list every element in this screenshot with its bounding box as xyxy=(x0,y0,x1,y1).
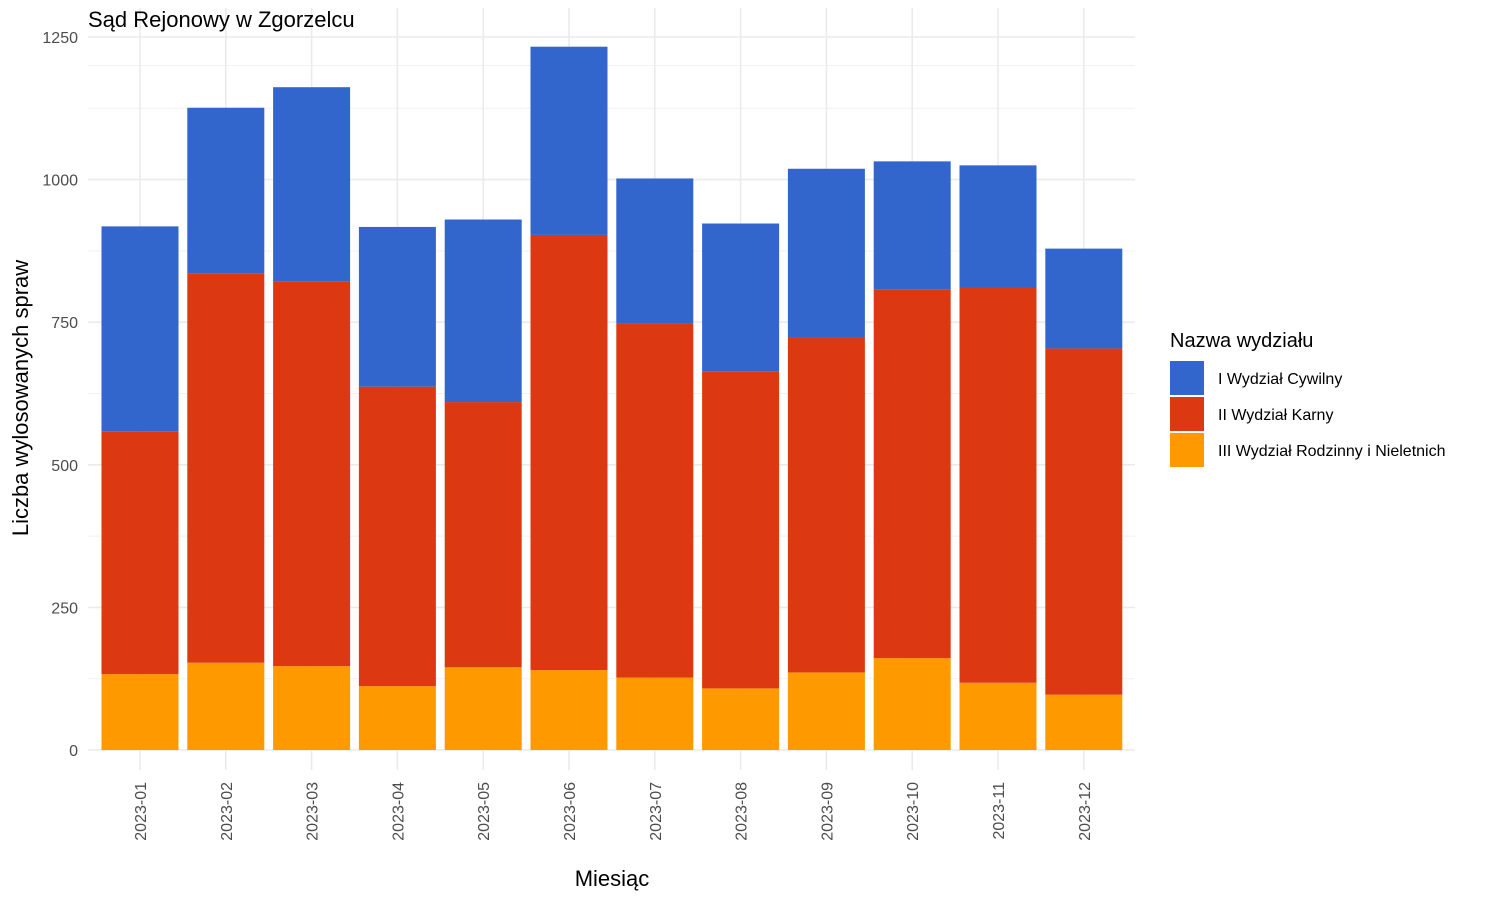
bar-segment xyxy=(273,666,351,750)
bar-segment xyxy=(101,431,179,675)
bar-segment xyxy=(702,688,780,750)
bar-segment xyxy=(187,107,265,274)
bar-segment xyxy=(959,287,1037,683)
bar-segment xyxy=(101,674,179,750)
y-tick-label: 250 xyxy=(51,600,78,617)
bar-segment xyxy=(787,672,865,750)
bar-segment xyxy=(1045,248,1123,349)
bar-segment xyxy=(959,682,1037,750)
bar-segment xyxy=(444,402,522,668)
x-tick-label: 2023-04 xyxy=(390,782,407,841)
bar-segment xyxy=(959,165,1037,288)
bar-segment xyxy=(873,658,951,750)
bar-segment xyxy=(873,289,951,659)
bar-segment xyxy=(358,686,436,750)
x-tick-label: 2023-07 xyxy=(648,782,665,841)
chart-title: Sąd Rejonowy w Zgorzelcu xyxy=(88,7,355,32)
x-tick-label: 2023-01 xyxy=(133,782,150,841)
bar-segment xyxy=(616,323,694,678)
bar-segment xyxy=(358,386,436,687)
bar-segment xyxy=(616,677,694,750)
bar-segment xyxy=(273,281,351,667)
bar-segment xyxy=(702,223,780,372)
y-tick-label: 1250 xyxy=(42,30,78,47)
legend-swatch xyxy=(1170,361,1204,395)
bar-segment xyxy=(530,234,608,671)
bar-segment xyxy=(101,226,179,432)
bar-segment xyxy=(787,168,865,338)
y-axis-title: Liczba wylosowanych spraw xyxy=(8,260,33,536)
bar-segment xyxy=(702,371,780,689)
x-tick-label: 2023-02 xyxy=(219,782,236,841)
bar-segment xyxy=(1045,694,1123,750)
bar-segment xyxy=(444,667,522,750)
x-tick-label: 2023-11 xyxy=(991,782,1008,840)
legend-swatch xyxy=(1170,397,1204,431)
x-tick-label: 2023-08 xyxy=(734,782,751,841)
bar-segment xyxy=(187,273,265,663)
legend: Nazwa wydziału I Wydział Cywilny II Wydzi… xyxy=(1170,330,1446,467)
x-tick-label: 2023-10 xyxy=(905,782,922,841)
x-tick-label: 2023-06 xyxy=(562,782,579,841)
y-tick-label: 500 xyxy=(51,458,78,475)
y-tick-label: 0 xyxy=(69,743,78,760)
bar-segment xyxy=(616,178,694,324)
x-tick-label: 2023-05 xyxy=(476,782,493,841)
legend-label: I Wydział Cywilny xyxy=(1218,371,1342,388)
bar-segment xyxy=(530,46,608,235)
legend-label: II Wydział Karny xyxy=(1218,407,1333,424)
legend-swatch xyxy=(1170,433,1204,467)
y-tick-label: 1000 xyxy=(42,173,78,190)
x-axis-ticks: 2023-01 2023-02 2023-03 2023-04 2023-05 2023-… xyxy=(133,782,1094,841)
y-tick-label: 750 xyxy=(51,315,78,332)
bar-segment xyxy=(444,219,522,403)
bar-segment xyxy=(358,226,436,387)
x-axis-title: Miesiąc xyxy=(575,866,650,891)
bar-segment xyxy=(187,662,265,750)
x-tick-label: 2023-12 xyxy=(1077,782,1094,841)
bar-segment xyxy=(873,161,951,290)
bar-segment xyxy=(787,337,865,673)
x-tick-label: 2023-09 xyxy=(819,782,836,841)
x-tick-label: 2023-03 xyxy=(305,782,322,841)
bar-segment xyxy=(530,670,608,750)
legend-title: Nazwa wydziału xyxy=(1170,330,1313,352)
legend-label: III Wydział Rodzinny i Nieletnich xyxy=(1218,443,1446,460)
bars xyxy=(101,46,1123,750)
bar-segment xyxy=(273,87,351,282)
bar-segment xyxy=(1045,348,1123,695)
y-axis-ticks: 0 250 500 750 1000 1250 xyxy=(42,30,78,760)
